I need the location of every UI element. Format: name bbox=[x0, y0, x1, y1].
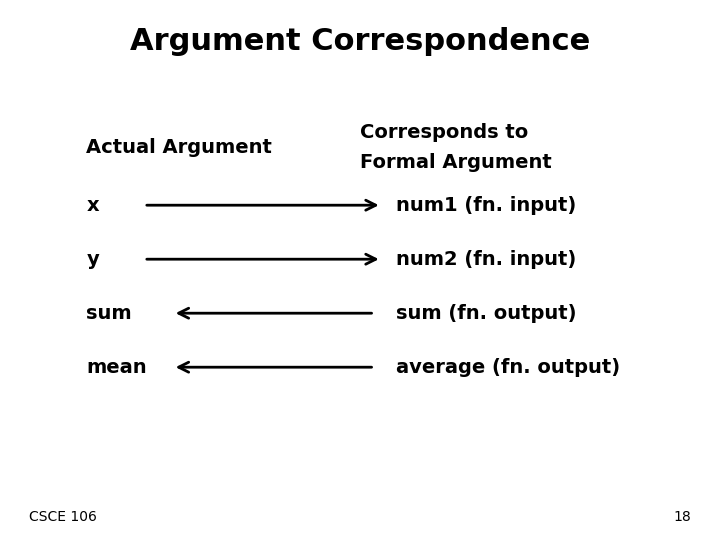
Text: sum (fn. output): sum (fn. output) bbox=[396, 303, 577, 323]
Text: y: y bbox=[86, 249, 99, 269]
Text: CSCE 106: CSCE 106 bbox=[29, 510, 96, 524]
Text: num1 (fn. input): num1 (fn. input) bbox=[396, 195, 576, 215]
Text: Formal Argument: Formal Argument bbox=[360, 152, 552, 172]
Text: x: x bbox=[86, 195, 99, 215]
Text: num2 (fn. input): num2 (fn. input) bbox=[396, 249, 576, 269]
Text: average (fn. output): average (fn. output) bbox=[396, 357, 620, 377]
Text: sum: sum bbox=[86, 303, 132, 323]
Text: 18: 18 bbox=[673, 510, 691, 524]
Text: Corresponds to: Corresponds to bbox=[360, 123, 528, 142]
Text: Actual Argument: Actual Argument bbox=[86, 138, 272, 157]
Text: mean: mean bbox=[86, 357, 147, 377]
Text: Argument Correspondence: Argument Correspondence bbox=[130, 27, 590, 56]
